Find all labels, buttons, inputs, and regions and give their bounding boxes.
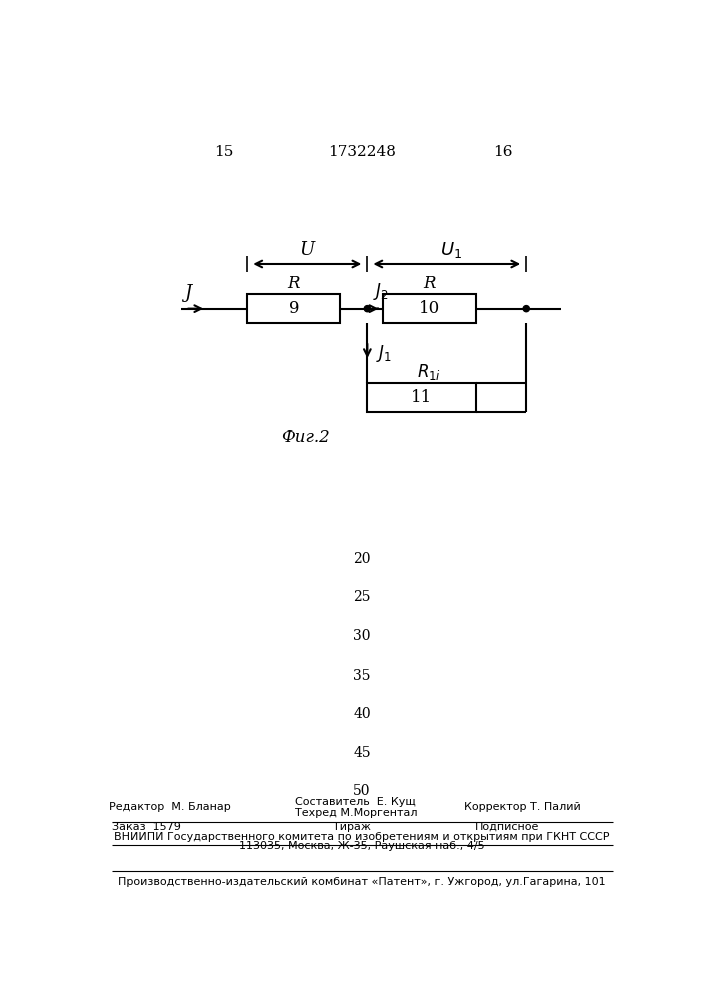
Text: U: U bbox=[300, 241, 315, 259]
Text: 45: 45 bbox=[353, 746, 370, 760]
Text: 16: 16 bbox=[493, 145, 513, 159]
Text: R: R bbox=[423, 275, 436, 292]
Text: $R_{1i}$: $R_{1i}$ bbox=[417, 362, 441, 382]
Circle shape bbox=[523, 306, 530, 312]
Text: 25: 25 bbox=[354, 590, 370, 604]
Text: 11: 11 bbox=[411, 389, 432, 406]
Text: 50: 50 bbox=[354, 784, 370, 798]
Text: $J_2$: $J_2$ bbox=[373, 281, 390, 302]
Bar bbox=[368, 383, 476, 412]
Text: Производственно-издательский комбинат «Патент», г. Ужгород, ул.Гагарина, 101: Производственно-издательский комбинат «П… bbox=[118, 877, 606, 887]
Text: 10: 10 bbox=[419, 300, 440, 317]
Text: 20: 20 bbox=[354, 552, 370, 566]
Text: Техред М.Моргентал: Техред М.Моргентал bbox=[295, 808, 417, 818]
Text: Тираж: Тираж bbox=[333, 822, 371, 832]
Text: Корректор Т. Палий: Корректор Т. Палий bbox=[464, 802, 580, 812]
Bar bbox=[247, 294, 340, 323]
Text: 40: 40 bbox=[353, 707, 370, 721]
Text: 35: 35 bbox=[354, 669, 370, 683]
Text: Подписное: Подписное bbox=[474, 822, 539, 832]
Text: 113035, Москва, Ж-35, Раушская наб., 4/5: 113035, Москва, Ж-35, Раушская наб., 4/5 bbox=[239, 841, 485, 851]
Text: 15: 15 bbox=[214, 145, 234, 159]
Text: $U_1$: $U_1$ bbox=[440, 240, 462, 260]
Text: J: J bbox=[184, 284, 191, 302]
Text: 1732248: 1732248 bbox=[328, 145, 396, 159]
Text: Заказ  1579: Заказ 1579 bbox=[112, 822, 181, 832]
Text: 30: 30 bbox=[354, 629, 370, 643]
Text: 9: 9 bbox=[288, 300, 299, 317]
Bar bbox=[383, 294, 476, 323]
Circle shape bbox=[364, 306, 370, 312]
Text: Редактор  М. Бланар: Редактор М. Бланар bbox=[109, 802, 230, 812]
Text: Фиг.2: Фиг.2 bbox=[281, 429, 329, 446]
Text: R: R bbox=[288, 275, 300, 292]
Text: ВНИИПИ Государственного комитета по изобретениям и открытиям при ГКНТ СССР: ВНИИПИ Государственного комитета по изоб… bbox=[115, 832, 609, 842]
Text: Составитель  Е. Кущ: Составитель Е. Кущ bbox=[296, 797, 416, 807]
Text: $J_1$: $J_1$ bbox=[376, 343, 392, 364]
